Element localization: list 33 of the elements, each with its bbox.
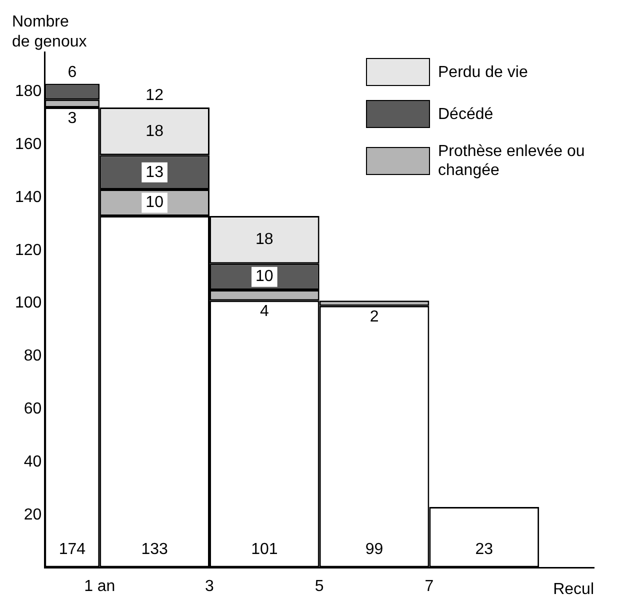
y-tick-label: 100 (14, 294, 42, 312)
y-tick-label: 140 (14, 188, 42, 206)
data-label: 174 (58, 541, 86, 558)
x-tick-label: 5 (314, 578, 324, 595)
x-tick-label: 7 (424, 578, 434, 595)
legend-label: Décédé (438, 104, 494, 124)
legend-label: Perdu de vie (438, 62, 528, 82)
data-label: 2 (370, 308, 379, 326)
data-label: 23 (475, 541, 494, 558)
data-label: 99 (365, 541, 384, 558)
data-label: 3 (68, 110, 77, 127)
y-tick-label: 60 (24, 400, 42, 418)
data-label: 4 (260, 303, 269, 320)
data-label: 6 (68, 64, 77, 82)
y-tick-label: 80 (24, 348, 42, 365)
y-tick-label: 40 (24, 453, 42, 470)
y-tick-label: 180 (14, 83, 42, 100)
data-label: 18 (146, 122, 164, 140)
y-tick-label: 20 (24, 506, 42, 524)
y-tick-label: 120 (14, 242, 42, 259)
data-label: 10 (256, 268, 274, 286)
data-label: 10 (146, 194, 164, 212)
data-label: 18 (256, 231, 274, 248)
legend-label: Prothèse enlevée ou changée (438, 142, 586, 180)
data-label: 101 (251, 541, 278, 558)
x-tick-label: 1 an (84, 578, 116, 595)
y-axis-title: Nombre de genoux (12, 13, 87, 50)
x-axis-title: Recul (553, 581, 594, 598)
data-label: 13 (146, 164, 164, 181)
annotation: 12 (146, 86, 164, 104)
data-label: 133 (141, 541, 168, 558)
x-tick-label: 3 (205, 578, 214, 595)
y-tick-label: 160 (14, 136, 42, 153)
